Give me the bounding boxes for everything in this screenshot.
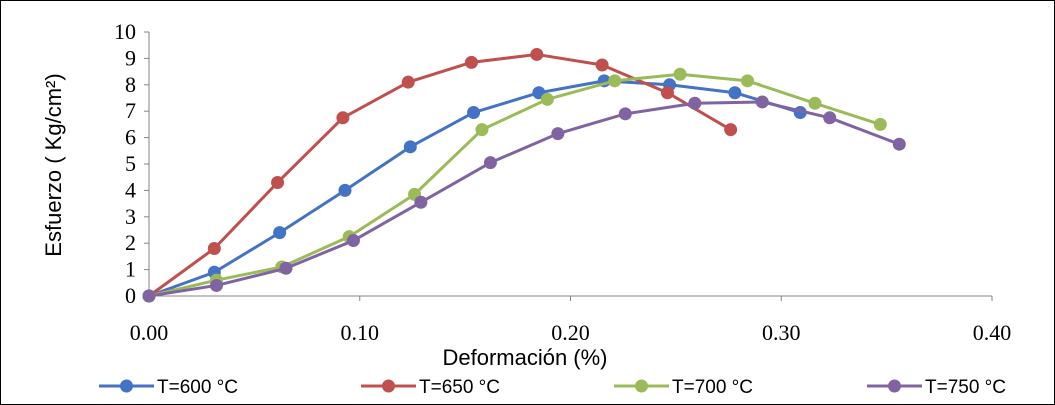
data-point [551,127,565,141]
data-point [483,156,497,170]
y-axis-title: Esfuerzo ( Kg/cm²) [41,73,66,256]
series-4 [142,95,906,303]
x-tick-label: 0.00 [130,320,169,345]
data-point [808,96,822,110]
data-point [336,111,350,125]
y-tick-label: 1 [125,257,136,282]
data-point [346,234,360,248]
data-point [728,86,742,100]
series-2 [142,47,738,303]
y-tick-label: 2 [125,230,136,255]
data-point [673,67,687,81]
data-point [475,123,489,137]
data-point [142,289,156,303]
data-point [688,96,702,110]
data-point [608,74,622,88]
data-point [403,140,417,154]
series-line [147,100,901,298]
series-lines [142,47,906,303]
data-point [338,183,352,197]
data-point [823,111,837,125]
data-point [873,117,887,131]
legend-marker [382,379,395,393]
y-tick-label: 6 [125,125,136,150]
data-point [741,74,755,88]
x-axis-title: Deformación (%) [442,345,607,370]
data-point [618,107,632,121]
y-tick-label: 0 [125,283,136,308]
legend-marker [635,379,648,393]
data-point [464,55,478,69]
y-tick-label: 4 [125,177,136,202]
y-tick-label: 7 [125,98,136,123]
legend-item-3: T=700 °C [614,377,753,398]
data-point [595,58,609,72]
x-tick-label: 0.10 [341,320,380,345]
y-tick-label: 9 [125,45,136,70]
data-point [209,278,223,292]
data-point [271,175,285,189]
data-point [755,95,769,109]
x-tick-label: 0.20 [551,320,590,345]
y-tick-label: 10 [114,19,136,44]
data-point [207,241,221,255]
legend-marker [120,379,133,393]
series-line [147,72,882,298]
legend-label: T=650 °C [419,377,500,398]
legend-label: T=750 °C [925,377,1006,398]
y-tick-label: 3 [125,204,136,229]
y-tick-label: 8 [125,72,136,97]
legend: T=600 °C T=650 °C T=700 °C T=750 °C [99,377,1006,398]
legend-item-4: T=750 °C [867,377,1006,398]
data-point [467,106,481,120]
x-tick-label: 0.40 [973,320,1012,345]
data-point [892,137,906,151]
x-tick-label: 0.30 [762,320,801,345]
data-point [279,261,293,275]
data-point [660,86,674,100]
y-tick-label: 5 [125,151,136,176]
data-point [414,195,428,209]
series-3 [142,67,887,303]
data-point [273,226,287,240]
data-point [540,92,554,106]
legend-item-2: T=650 °C [361,377,500,398]
legend-marker [888,379,901,393]
data-point [401,75,415,89]
legend-label: T=600 °C [157,377,238,398]
legend-item-1: T=600 °C [99,377,238,398]
legend-label: T=700 °C [672,377,753,398]
data-point [724,123,738,137]
data-point [530,47,544,61]
axes [144,31,993,301]
series-1 [142,74,807,303]
